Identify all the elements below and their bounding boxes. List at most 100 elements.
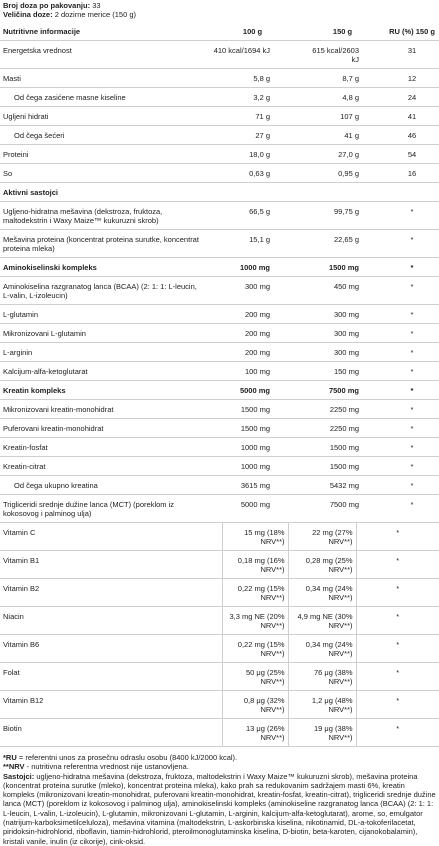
table-cell: 3615 mg [205,475,300,495]
table-cell: 16 [385,163,439,183]
table-cell: 1500 mg [205,418,300,438]
table-cell: 15,1 g [205,229,300,258]
table-cell: 24 [385,87,439,107]
table-cell: 31 [385,40,439,69]
table-cell: 7500 mg [300,494,385,523]
vitamin-cell: 0,34 mg (24% NRV**) [288,634,357,663]
table-cell: 99,75 g [300,201,385,230]
table-cell: L-arginin [0,342,205,362]
table-cell: Trigliceridi srednje dužine lanca (MCT) … [0,494,205,523]
table-cell: * [385,304,439,324]
table-row: Mešavina proteina (koncentrat proteina s… [0,229,439,258]
table-row: Aminokiselina razgranatog lanca (BCAA) (… [0,276,439,305]
vitamin-cell: * [356,718,439,747]
table-cell: Masti [0,68,205,88]
header-row: Nutritivne informacije 100 g 150 g RU (%) 1… [0,22,439,41]
table-cell: 5432 mg [300,475,385,495]
vitamin-cell: * [356,578,439,607]
vitamin-cell: 0,8 μg (32% NRV**) [222,690,289,719]
servings-value: 33 [92,1,101,10]
table-cell: Od čega ukupno kreatina [0,475,205,495]
table-row: Trigliceridi srednje dužine lanca (MCT) … [0,494,439,523]
table-cell: 300 mg [300,304,385,324]
table-cell: 54 [385,144,439,164]
vitamin-cell: Vitamin C [0,523,223,551]
table-cell: 2250 mg [300,399,385,419]
vitamin-cell: * [356,662,439,691]
vitamin-cell: * [356,690,439,719]
table-cell: Proteini [0,144,205,164]
table-cell: 27,0 g [300,144,385,164]
table-cell: * [385,323,439,343]
table-row: Kreatin-citrat 1000 mg 1500 mg * [0,456,439,476]
table-cell: Od čega šećeri [0,125,205,145]
table-cell: * [385,361,439,381]
table-cell: 1500 mg [300,257,385,277]
vitamin-cell: Niacin [0,606,223,635]
footnote: **NRV - nutritivna referentna vrednost n… [3,762,436,771]
vitamin-cell: Vitamin B6 [0,634,223,663]
table-cell: * [385,342,439,362]
vitamin-cell: 0,22 mg (15% NRV**) [222,578,289,607]
table-cell: Energetska vrednost [0,40,205,69]
table-cell: Mikronizovani L-glutamin [0,323,205,343]
footnote-label: *RU [3,753,17,762]
table-row: Puferovani kreatin-monohidrat 1500 mg 2250… [0,418,439,438]
table-cell: Kreatin-fosfat [0,437,205,457]
table-cell: Puferovani kreatin-monohidrat [0,418,205,438]
table-cell: * [385,229,439,258]
vitamin-row: Niacin 3,3 mg NE (20% NRV**) 4,9 mg NE (30… [0,606,439,635]
table-row: Mikronizovani kreatin-monohidrat 1500 mg 2… [0,399,439,419]
table-cell: 0,63 g [205,163,300,183]
table-cell: 1500 mg [205,399,300,419]
table-cell: Kreatin-citrat [0,456,205,476]
table-cell: 5,8 g [205,68,300,88]
table-row: Od čega šećeri 27 g 41 g 46 [0,125,439,145]
table-cell: * [385,437,439,457]
vitamin-cell: 13 μg (26% NRV**) [222,718,289,747]
table-cell: 1000 mg [205,437,300,457]
table-cell: 300 mg [205,276,300,305]
table-cell: 3,2 g [205,87,300,107]
vitamin-cell: * [356,523,439,551]
table-cell: 0,95 g [300,163,385,183]
vitamin-row: Vitamin B6 0,22 mg (15% NRV**) 0,34 mg (24… [0,634,439,663]
column-header: 150 g [300,22,385,41]
table-cell: 100 mg [205,361,300,381]
table-cell: 7500 mg [300,380,385,400]
table-cell: 8,7 g [300,68,385,88]
footnote-text: - nutritivna referentna vrednost nije us… [26,762,189,772]
vitamin-row: Vitamin C 15 mg (18% NRV**) 22 mg (27% NRV… [0,523,439,551]
vitamin-row: Vitamin B2 0,22 mg (15% NRV**) 0,34 mg (24… [0,578,439,607]
table-cell: 1500 mg [300,437,385,457]
table-cell: 200 mg [205,304,300,324]
table-cell: 410 kcal/1694 kJ [205,40,300,69]
vitamin-cell: Folat [0,662,223,691]
table-row: Aminokiselinski kompleks 1000 mg 1500 mg * [0,257,439,277]
table-row: Aktivni sastojci [0,182,439,202]
table-cell: 200 mg [205,323,300,343]
table-cell: 300 mg [300,323,385,343]
table-row: Od čega ukupno kreatina 3615 mg 5432 mg * [0,475,439,495]
table-row: Mikronizovani L-glutamin 200 mg 300 mg * [0,323,439,343]
table-cell: * [385,276,439,305]
footnote-label: **NRV [3,762,25,772]
header: Broj doza po pakovanju: 33 Veličina doze… [0,0,439,22]
table-cell: L-glutamin [0,304,205,324]
vitamin-cell: 4,9 mg NE (30% NRV**) [288,606,357,635]
table-cell: * [385,257,439,277]
footnote-label: Sastojci: [3,771,35,781]
table-cell: Aktivni sastojci [0,182,439,202]
table-cell: Ugljeno-hidratna mešavina (dekstroza, fr… [0,201,205,230]
table-cell: Aminokiselina razgranatog lanca (BCAA) (… [0,276,205,305]
column-header: Nutritivne informacije [0,22,205,41]
table-cell: 450 mg [300,276,385,305]
table-row: Kreatin-fosfat 1000 mg 1500 mg * [0,437,439,457]
vitamin-cell: 0,28 mg (25% NRV**) [288,550,357,579]
size-value: 2 dozirne merice (150 g) [54,10,136,19]
table-cell: 27 g [205,125,300,145]
table-cell: 5000 mg [205,380,300,400]
vitamin-cell: 22 mg (27% NRV**) [288,523,357,551]
table-cell: 18,0 g [205,144,300,164]
table-cell: 71 g [205,106,300,126]
